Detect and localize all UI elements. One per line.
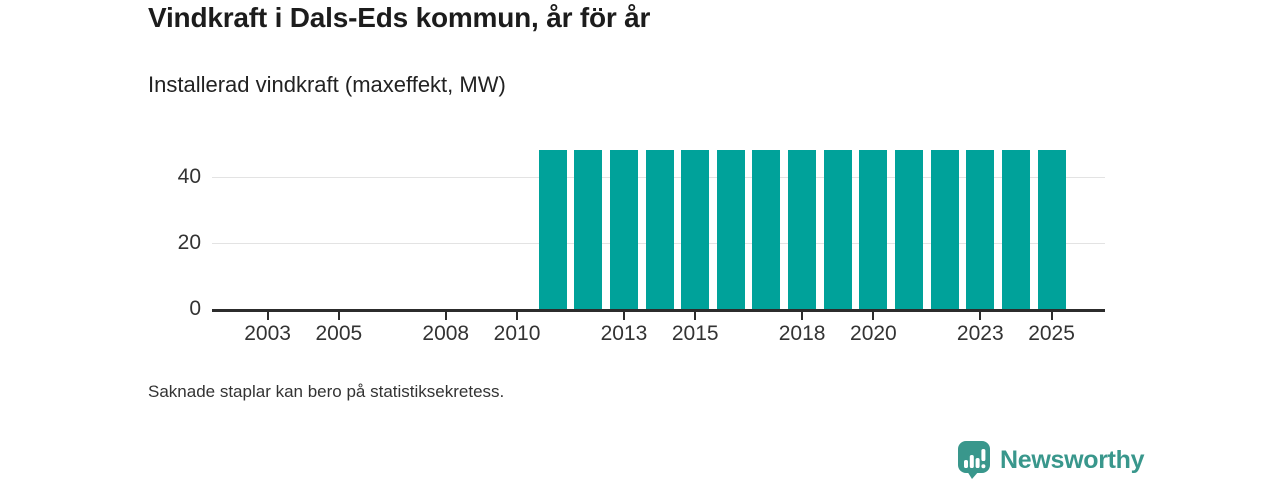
bar-2016 bbox=[716, 150, 745, 309]
x-tick-label-2010: 2010 bbox=[493, 322, 541, 345]
bar-2023 bbox=[966, 150, 995, 309]
bar-2022 bbox=[930, 150, 959, 309]
bar-2018 bbox=[788, 150, 817, 309]
x-tick-label-2013: 2013 bbox=[600, 322, 648, 345]
x-axis: 2003 2005 2008 2010 2013 2015 2018 2020 2023 2025 bbox=[212, 312, 1105, 356]
bar-2019 bbox=[823, 150, 852, 309]
bar-2024 bbox=[1001, 150, 1030, 309]
y-tick-label: 0 bbox=[189, 297, 201, 320]
x-tick-label-2025: 2025 bbox=[1028, 322, 1075, 345]
bar-2014 bbox=[645, 150, 674, 309]
bar-2025 bbox=[1037, 150, 1066, 309]
x-tick-label-2005: 2005 bbox=[315, 322, 363, 345]
bar-2012 bbox=[574, 150, 603, 309]
bar-2013 bbox=[609, 150, 638, 309]
x-tick-mark-2013 bbox=[622, 312, 625, 320]
y-tick-label: 40 bbox=[177, 165, 201, 189]
x-tick-label-2023: 2023 bbox=[956, 322, 1004, 345]
bar-2020 bbox=[859, 150, 888, 309]
x-tick-mark-2023 bbox=[979, 312, 982, 320]
plot-area bbox=[212, 140, 1105, 312]
x-tick-label-2018: 2018 bbox=[778, 322, 826, 345]
x-tick-label-2015: 2015 bbox=[671, 322, 719, 345]
bar-2015 bbox=[681, 150, 710, 309]
x-tick-label-2003: 2003 bbox=[244, 322, 291, 345]
bar-2017 bbox=[752, 150, 781, 309]
branding: Newsworthy bbox=[957, 441, 1145, 479]
bar-2011 bbox=[538, 150, 567, 309]
x-tick-label-2020: 2020 bbox=[850, 322, 897, 345]
y-axis-labels: 0 20 40 bbox=[0, 140, 201, 320]
y-tick-label: 20 bbox=[177, 231, 201, 255]
x-tick-mark-2020 bbox=[872, 312, 875, 320]
x-tick-mark-2008 bbox=[444, 312, 447, 320]
x-tick-mark-2018 bbox=[801, 312, 804, 320]
x-tick-mark-2010 bbox=[516, 312, 519, 320]
footnote: Saknade staplar kan bero på statistiksek… bbox=[148, 382, 505, 401]
newsworthy-logo-text: Newsworthy bbox=[1000, 445, 1145, 474]
x-tick-label-2008: 2008 bbox=[422, 322, 470, 345]
x-tick-mark-2015 bbox=[694, 312, 697, 320]
bar-2021 bbox=[895, 150, 923, 309]
x-tick-mark-2005 bbox=[337, 312, 340, 320]
newsworthy-logo-icon bbox=[958, 441, 990, 479]
chart-title: Vindkraft i Dals-Eds kommun, år för år bbox=[148, 2, 651, 33]
x-tick-mark-2003 bbox=[266, 312, 269, 320]
x-tick-mark-2025 bbox=[1050, 312, 1053, 320]
chart-subtitle: Installerad vindkraft (maxeffekt, MW) bbox=[148, 72, 506, 97]
